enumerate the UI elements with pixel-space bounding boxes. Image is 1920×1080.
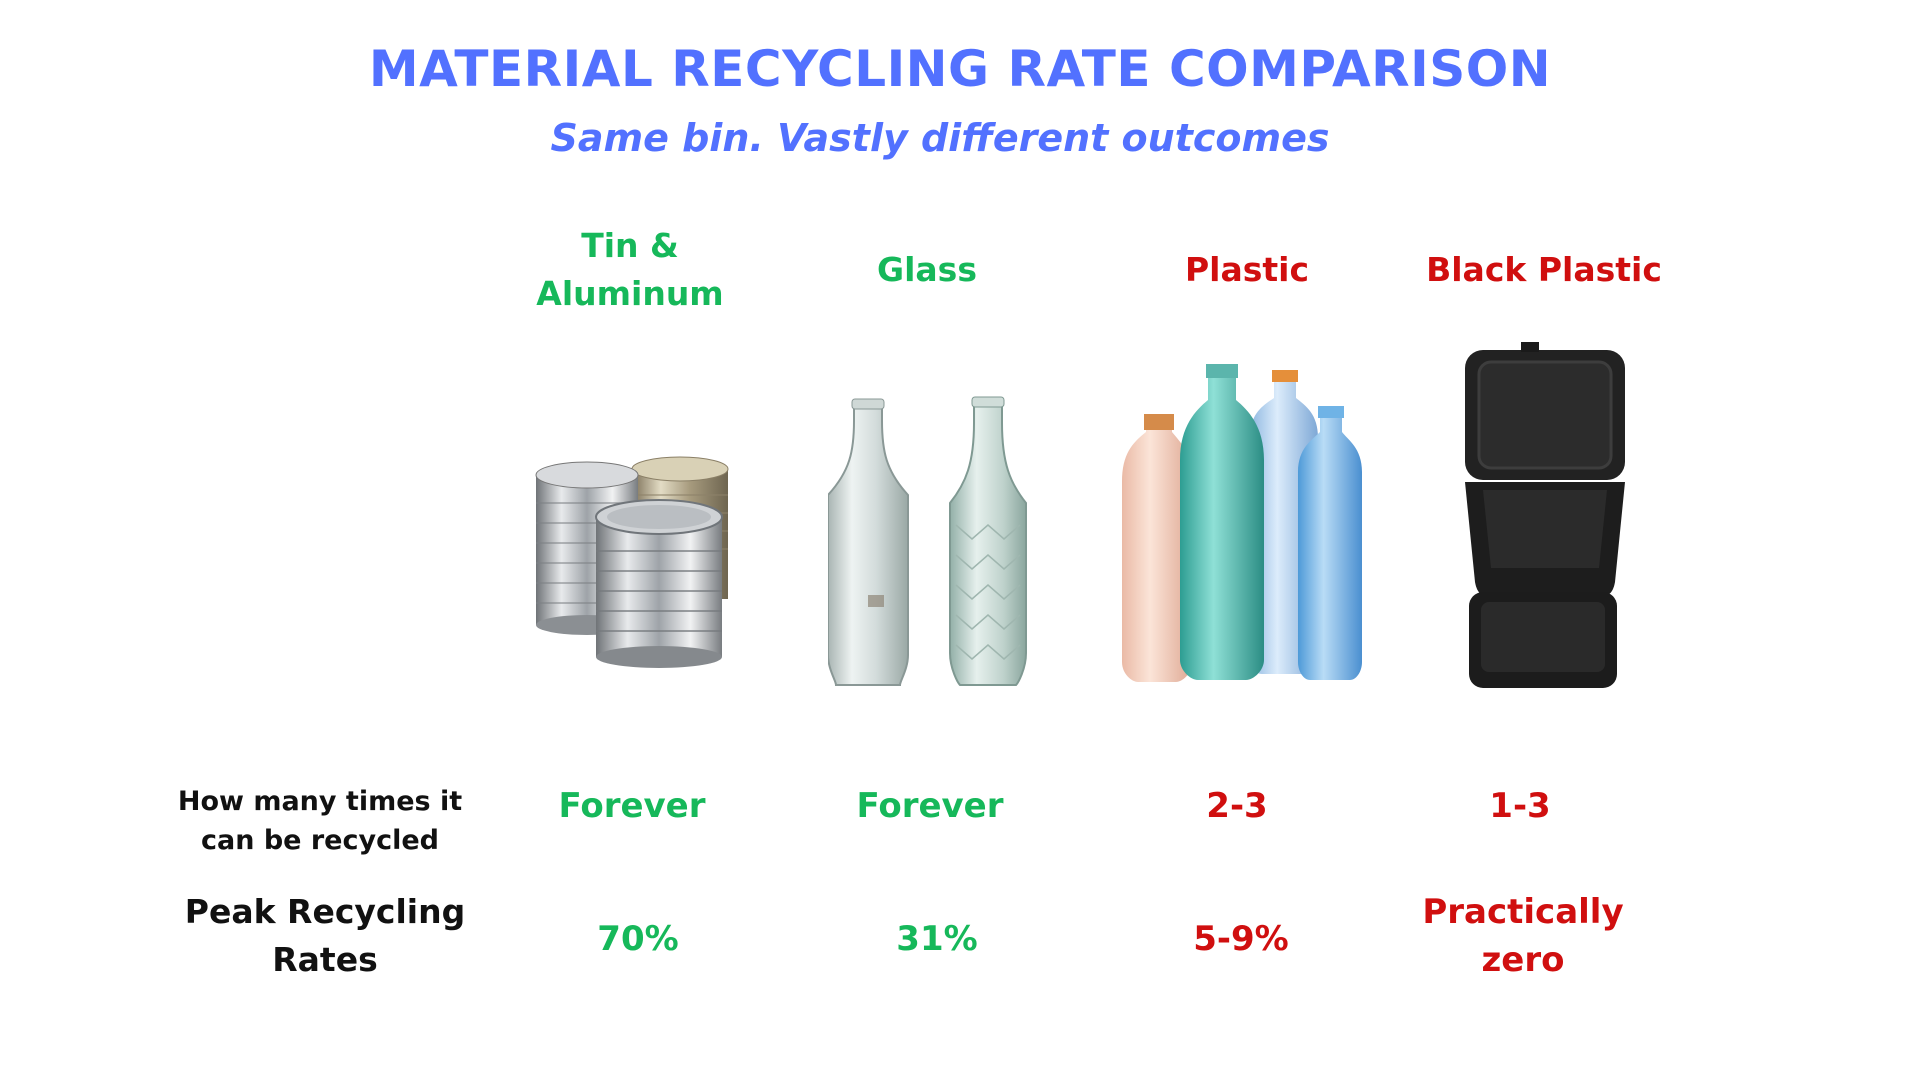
- cell-peak-tin-aluminum: 70%: [597, 919, 679, 959]
- column-header-plastic: Plastic: [1184, 250, 1310, 289]
- row-label-times-recycled: How many times it can be recycled: [160, 782, 480, 860]
- cell-line: Practically: [1422, 892, 1624, 932]
- cell-times-plastic: 2-3: [1206, 786, 1268, 826]
- column-header-line: Aluminum: [536, 274, 724, 313]
- cell-times-glass: Forever: [856, 786, 1004, 826]
- plastic-bottles-photo: [1122, 364, 1362, 682]
- cell-times-tin-aluminum: Forever: [558, 786, 706, 826]
- tin-cans-photo: [535, 456, 729, 668]
- column-header-line: Tin &: [581, 226, 679, 265]
- column-header-black-plastic: Black Plastic: [1426, 250, 1662, 289]
- black-plastic-container-photo: [1465, 342, 1625, 688]
- cell-peak-glass: 31%: [896, 919, 978, 959]
- page-title: MATERIAL RECYCLING RATE COMPARISON: [368, 40, 1552, 98]
- row-label-line: How many times it: [177, 786, 463, 817]
- column-header-tin-aluminum: Tin & Aluminum: [500, 222, 760, 318]
- row-label-peak-rates: Peak Recycling Rates: [165, 888, 485, 984]
- cell-times-black-plastic: 1-3: [1489, 786, 1551, 826]
- row-label-line: can be recycled: [200, 825, 440, 856]
- cell-line: zero: [1481, 940, 1565, 980]
- page-subtitle: Same bin. Vastly different outcomes: [550, 116, 1330, 160]
- row-label-line: Peak Recycling: [184, 892, 466, 931]
- column-header-glass: Glass: [877, 250, 977, 289]
- glass-bottles-photo: [828, 396, 1027, 686]
- row-label-line: Rates: [272, 940, 378, 979]
- cell-peak-plastic: 5-9%: [1193, 919, 1289, 959]
- cell-peak-black-plastic: Practically zero: [1373, 888, 1673, 984]
